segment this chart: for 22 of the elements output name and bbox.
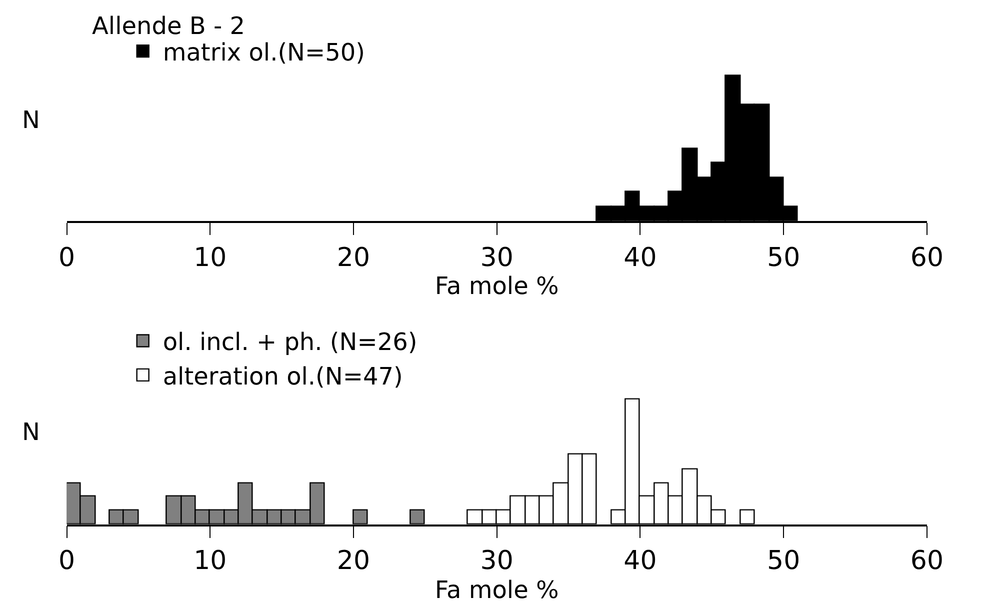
x-tick-label: 50 xyxy=(767,243,800,274)
x-tick-label: 20 xyxy=(336,546,370,576)
legend-label: ol. incl. + ph. (N=26) xyxy=(162,328,418,356)
x-tick-label: 60 xyxy=(910,243,944,274)
x-tick-label: 30 xyxy=(480,546,514,576)
x-tick-label: 30 xyxy=(480,243,514,274)
x-tick-label: 60 xyxy=(910,546,944,576)
legend-label: alteration ol.(N=47) xyxy=(162,362,403,390)
x-tick-label: 40 xyxy=(624,546,657,576)
x-tick-label: 10 xyxy=(194,546,227,576)
x-tick-label: 20 xyxy=(336,243,370,274)
x-tick-label: 0 xyxy=(58,546,76,576)
legend-label: matrix ol.(N=50) xyxy=(162,38,366,66)
x-axis-title: Fa mole % xyxy=(434,576,559,604)
x-tick-label: 50 xyxy=(767,546,800,576)
x-axis-title: Fa mole % xyxy=(434,272,559,300)
x-tick-label: 10 xyxy=(194,243,227,274)
x-tick-label: 40 xyxy=(624,243,657,274)
x-tick-label: 0 xyxy=(58,243,76,274)
y-axis-title: N xyxy=(22,418,40,446)
chart-title: Allende B - 2 xyxy=(92,12,246,40)
y-axis-title: N xyxy=(22,106,40,134)
